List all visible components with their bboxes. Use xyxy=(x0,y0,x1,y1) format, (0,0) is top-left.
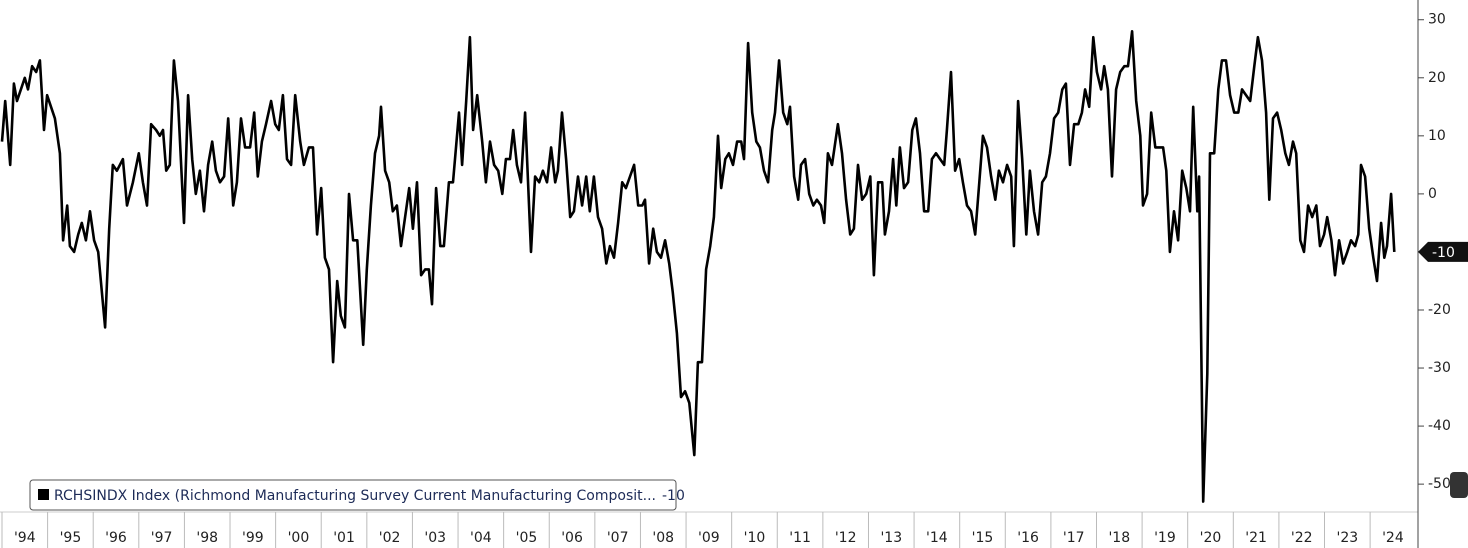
y-tick-label: -50 xyxy=(1428,476,1451,492)
x-tick-label: '13 xyxy=(880,530,902,546)
y-tick-label: 0 xyxy=(1428,186,1437,202)
x-tick-label: '21 xyxy=(1245,530,1267,546)
y-tick-label: -40 xyxy=(1428,418,1451,434)
y-tick-label: 30 xyxy=(1428,12,1446,28)
x-tick-label: '98 xyxy=(196,530,218,546)
x-tick-label: '04 xyxy=(470,530,492,546)
x-tick-label: '96 xyxy=(105,530,127,546)
x-tick-label: '06 xyxy=(561,530,583,546)
x-tick-label: '05 xyxy=(516,530,538,546)
last-value-label: -10 xyxy=(1432,245,1455,261)
y-tick-label: 20 xyxy=(1428,70,1446,86)
x-tick-label: '24 xyxy=(1382,530,1404,546)
x-tick-label: '11 xyxy=(789,530,811,546)
x-tick-label: '02 xyxy=(379,530,401,546)
y-tick-label: -20 xyxy=(1428,302,1451,318)
x-tick-label: '01 xyxy=(333,530,355,546)
x-tick-label: '16 xyxy=(1017,530,1039,546)
x-tick-label: '00 xyxy=(288,530,310,546)
x-tick-label: '09 xyxy=(698,530,720,546)
x-tick-label: '22 xyxy=(1291,530,1313,546)
x-tick-label: '07 xyxy=(607,530,629,546)
x-tick-label: '20 xyxy=(1200,530,1222,546)
legend-label: RCHSINDX Index (Richmond Manufacturing S… xyxy=(54,488,685,504)
x-tick-label: '17 xyxy=(1063,530,1085,546)
y-tick-label: -30 xyxy=(1428,360,1451,376)
series-line xyxy=(0,30,1396,503)
x-tick-label: '94 xyxy=(14,530,36,546)
legend-last-value: -10 xyxy=(662,488,685,504)
x-tick-label: '23 xyxy=(1336,530,1358,546)
x-tick-label: '99 xyxy=(242,530,264,546)
legend-series-name: RCHSINDX Index (Richmond Manufacturing S… xyxy=(54,488,656,504)
x-tick-label: '08 xyxy=(652,530,674,546)
x-tick-label: '12 xyxy=(835,530,857,546)
x-tick-label: '15 xyxy=(972,530,994,546)
y-tick-label: 10 xyxy=(1428,128,1446,144)
axis-button[interactable] xyxy=(1450,472,1468,498)
x-tick-label: '10 xyxy=(744,530,766,546)
last-value-callout xyxy=(1418,241,1468,262)
legend-box xyxy=(29,479,677,511)
x-tick-label: '14 xyxy=(926,530,948,546)
x-tick-label: '03 xyxy=(424,530,446,546)
x-tick-label: '19 xyxy=(1154,530,1176,546)
legend-swatch xyxy=(38,489,49,500)
x-tick-label: '95 xyxy=(60,530,82,546)
x-tick-label: '97 xyxy=(151,530,173,546)
legend: RCHSINDX Index (Richmond Manufacturing S… xyxy=(29,479,685,511)
x-tick-label: '18 xyxy=(1108,530,1130,546)
